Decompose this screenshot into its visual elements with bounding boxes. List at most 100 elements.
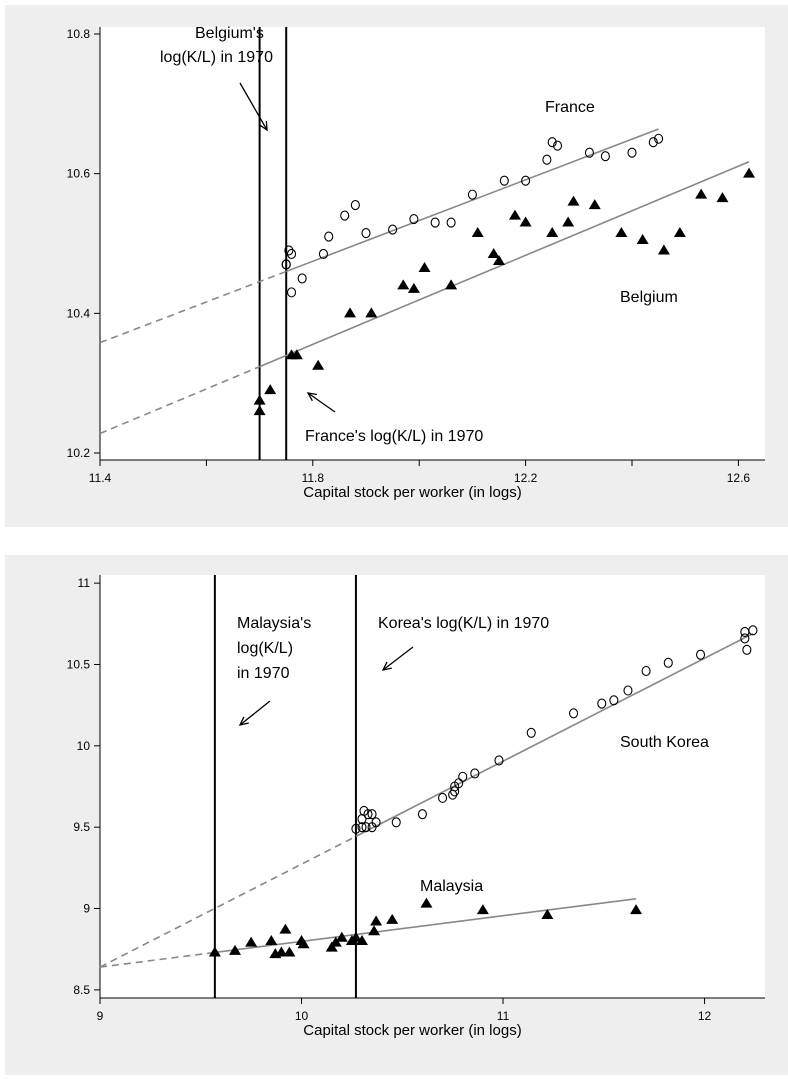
data-point-triangle	[420, 897, 433, 908]
data-point-triangle	[264, 384, 277, 395]
data-point-circle	[340, 210, 350, 221]
y-tick-label: 10.4	[67, 306, 91, 320]
fit-line	[285, 128, 659, 273]
data-point-triangle	[365, 307, 378, 318]
data-point-triangle	[344, 307, 357, 318]
data-point-circle	[494, 755, 504, 766]
x-axis-title: Capital stock per worker (in logs)	[303, 484, 521, 501]
top-chart-panel: 11.4 11.8 12.2 12.6 10.2 10.4 10.6 10.8 Capital …	[5, 5, 788, 527]
data-point-triangle	[615, 227, 628, 238]
data-point-circle	[597, 698, 607, 709]
x-tick-label: 9	[97, 1009, 104, 1023]
data-point-triangle	[229, 944, 242, 955]
x-tick-label: 12.6	[727, 471, 751, 485]
annotation-arrowhead	[238, 716, 249, 726]
annotation-arrow	[239, 700, 271, 726]
data-point-triangle	[630, 904, 643, 915]
data-point-circle	[318, 248, 328, 260]
data-point-triangle	[290, 349, 303, 360]
data-point-triangle	[445, 279, 458, 290]
y-tick-label: 10.5	[67, 657, 91, 671]
fit-line-extrapolated	[99, 951, 215, 968]
data-point-circle	[367, 809, 377, 820]
fit-line-extrapolated	[99, 365, 260, 435]
data-point-circle	[584, 147, 594, 158]
data-point-circle	[450, 786, 460, 797]
data-point-triangle	[519, 216, 532, 227]
series-label: Belgium	[620, 289, 678, 306]
data-point-triangle	[673, 227, 686, 238]
top-chart: 11.4 11.8 12.2 12.6 10.2 10.4 10.6 10.8 Capital …	[67, 25, 765, 501]
data-point-triangle	[253, 405, 266, 416]
data-point-circle	[609, 695, 619, 706]
y-tick-label: 10	[77, 739, 91, 753]
data-point-circle	[547, 137, 557, 148]
data-point-circle	[467, 189, 477, 200]
y-tick-label: 10.2	[67, 446, 91, 460]
annotation-arrowhead	[381, 661, 392, 671]
annotation-arrow	[382, 646, 414, 671]
y-tick-label: 10.8	[67, 27, 91, 41]
fit-line	[355, 632, 754, 838]
data-point-circle	[526, 727, 536, 738]
data-point-circle	[740, 633, 750, 644]
data-point-circle	[742, 644, 752, 655]
data-point-circle	[417, 809, 427, 820]
data-point-circle	[648, 137, 658, 148]
data-point-circle	[409, 214, 419, 225]
data-point-triangle	[245, 936, 258, 947]
y-tick-label: 10.6	[67, 167, 91, 181]
annotation-arrow	[239, 82, 268, 131]
plot-area	[100, 575, 765, 998]
data-point-circle	[458, 771, 468, 782]
data-point-circle	[297, 273, 307, 284]
data-point-circle	[748, 625, 758, 636]
data-point-triangle	[418, 261, 431, 272]
data-point-triangle	[297, 938, 310, 949]
data-point-triangle	[562, 216, 575, 227]
data-point-circle	[446, 217, 456, 228]
x-tick-label: 11.8	[302, 471, 325, 485]
data-point-circle	[542, 154, 552, 165]
data-point-triangle	[716, 192, 729, 203]
data-point-circle	[569, 708, 579, 719]
data-point-triangle	[279, 923, 292, 934]
data-point-triangle	[471, 227, 484, 238]
data-point-triangle	[546, 227, 559, 238]
data-point-triangle	[253, 394, 266, 405]
data-point-triangle	[386, 913, 399, 924]
x-tick-label: 10	[295, 1009, 309, 1023]
data-point-triangle	[476, 904, 489, 915]
data-point-triangle	[657, 244, 670, 255]
data-point-circle	[654, 133, 664, 144]
data-point-circle	[363, 809, 373, 820]
data-point-triangle	[695, 188, 708, 199]
data-point-circle	[281, 259, 291, 270]
series-label: France	[545, 99, 595, 116]
data-point-triangle	[355, 935, 368, 946]
data-point-circle	[371, 817, 381, 828]
x-axis-title: Capital stock per worker (in logs)	[303, 1022, 521, 1039]
data-point-triangle	[493, 254, 505, 265]
annotation-text: log(K/L) in 1970	[160, 49, 273, 66]
data-point-triangle	[370, 915, 383, 926]
annotation-text: log(K/L)	[237, 640, 293, 657]
data-point-circle	[351, 823, 361, 834]
annotation-text: Korea's log(K/L) in 1970	[378, 615, 549, 632]
data-point-circle	[623, 685, 633, 696]
data-point-triangle	[329, 936, 342, 947]
fit-line	[214, 897, 637, 954]
annotation-text: in 1970	[237, 665, 290, 682]
data-point-circle	[361, 822, 371, 833]
y-tick-label: 9	[83, 902, 90, 916]
y-tick-label: 9.5	[73, 820, 90, 834]
data-point-circle	[324, 231, 334, 242]
annotation-text: Belgium's	[195, 25, 264, 42]
y-tick-label: 11	[78, 576, 91, 590]
bottom-chart-panel: 9 10 11 12 8.5 9 9.5 10 10.5 11 Capital stock per …	[5, 555, 788, 1075]
data-point-triangle	[397, 279, 410, 290]
data-point-triangle	[335, 931, 348, 942]
data-point-triangle	[407, 282, 420, 293]
data-point-circle	[521, 175, 531, 186]
